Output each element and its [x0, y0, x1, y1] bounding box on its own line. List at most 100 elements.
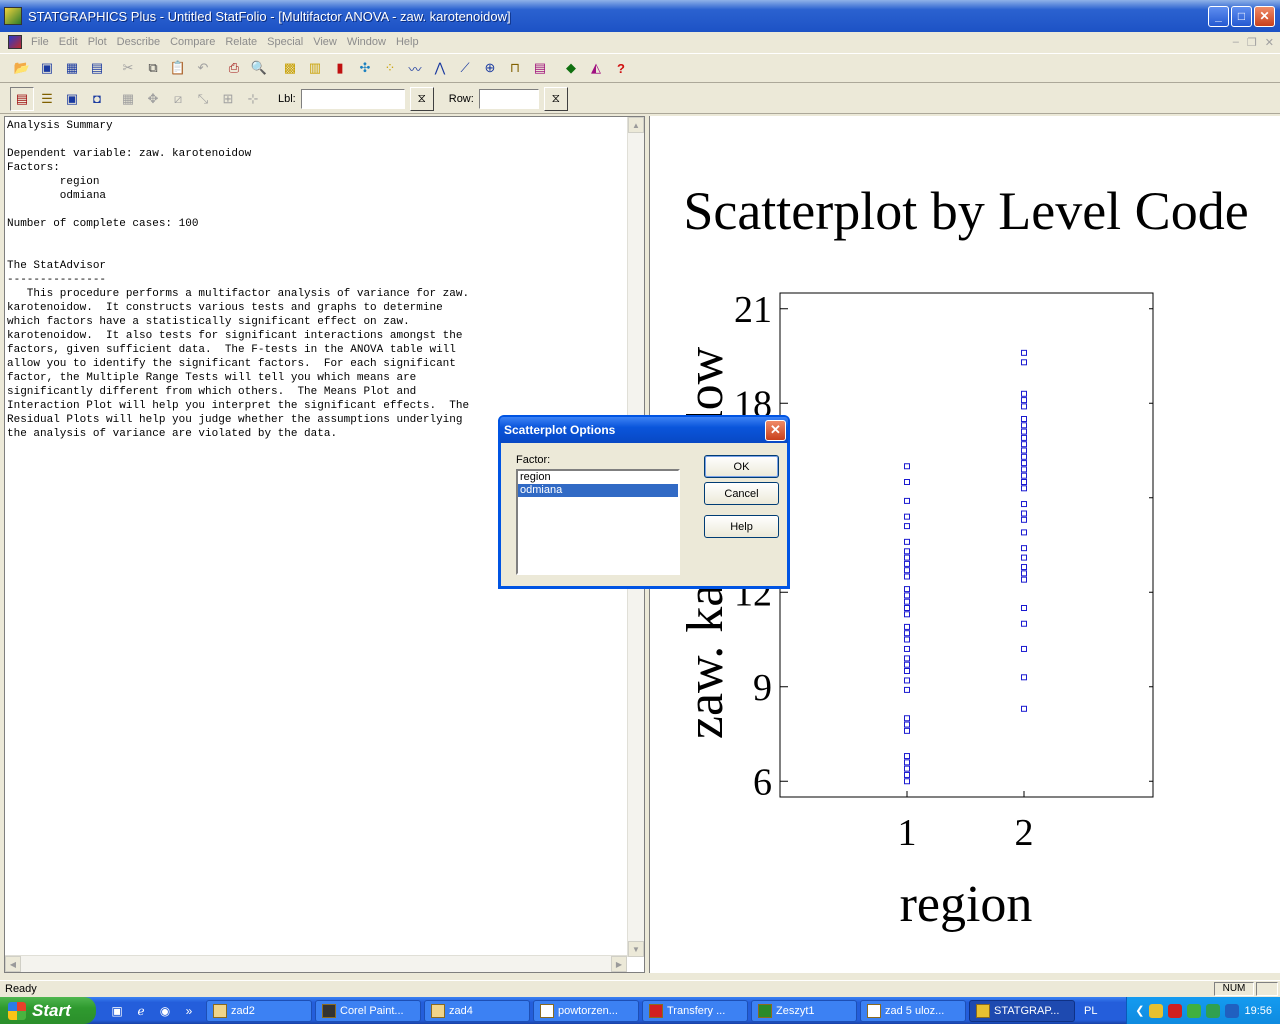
- document-icon[interactable]: [8, 35, 22, 49]
- minimize-button[interactable]: _: [1208, 5, 1229, 27]
- antivirus-icon[interactable]: [1168, 1003, 1183, 1018]
- input-dialog-icon[interactable]: ▤: [10, 86, 34, 111]
- save-icon[interactable]: ▣: [40, 60, 54, 75]
- factor-option-region[interactable]: region: [520, 471, 551, 483]
- scroll-down-icon[interactable]: ▼: [628, 941, 644, 957]
- graphical-options-icon[interactable]: ▣: [65, 90, 79, 106]
- cancel-button[interactable]: Cancel: [704, 482, 779, 505]
- factor-listbox[interactable]: region odmiana: [516, 469, 680, 575]
- exclude-icon[interactable]: ⧄: [173, 90, 183, 106]
- data-point: [1021, 620, 1027, 627]
- data-point: [1021, 545, 1027, 552]
- scroll-left-icon[interactable]: ◀: [5, 956, 21, 972]
- task-statgraphics[interactable]: STATGRAP...: [969, 999, 1075, 1022]
- compare-icon[interactable]: ✣: [359, 60, 371, 75]
- safely-remove-icon[interactable]: [1206, 1003, 1221, 1018]
- clock[interactable]: 19:56: [1244, 1004, 1272, 1017]
- undo-icon[interactable]: ↶: [197, 60, 209, 75]
- paste-icon[interactable]: 📋: [169, 60, 187, 75]
- brush-icon[interactable]: ⤡: [197, 90, 209, 106]
- dialog-title-bar[interactable]: Scatterplot Options ✕: [500, 417, 788, 443]
- data-point: [904, 592, 910, 599]
- scroll-right-icon[interactable]: ▶: [611, 956, 627, 972]
- internet-explorer-icon[interactable]: ℯ: [137, 1003, 145, 1018]
- menu-view[interactable]: View: [313, 36, 337, 48]
- media-player-icon[interactable]: ◉: [159, 1003, 171, 1018]
- save-results-icon[interactable]: ◘: [93, 91, 101, 106]
- smooth-icon[interactable]: ⊞: [222, 90, 234, 106]
- row-input[interactable]: [478, 88, 539, 109]
- open-icon[interactable]: 📂: [13, 60, 31, 75]
- task-zad4[interactable]: zad4: [424, 999, 530, 1022]
- menu-compare[interactable]: Compare: [170, 36, 216, 48]
- task-zad5[interactable]: zad 5 uloz...: [860, 999, 966, 1022]
- doc-close-icon[interactable]: ✕: [1264, 36, 1274, 49]
- histogram-icon[interactable]: ▮: [336, 60, 344, 75]
- copy-icon[interactable]: ⧉: [148, 60, 158, 75]
- menu-special[interactable]: Special: [267, 36, 304, 48]
- menu-help[interactable]: Help: [395, 36, 419, 48]
- statwizard-icon[interactable]: ◆: [566, 60, 576, 75]
- glm-icon[interactable]: ▤: [533, 60, 547, 75]
- ok-button[interactable]: OK: [704, 455, 779, 478]
- jitter-icon[interactable]: ⊹: [247, 90, 259, 106]
- pane-options-icon[interactable]: ✥: [147, 90, 159, 106]
- menu-relate[interactable]: Relate: [225, 36, 258, 48]
- factor-option-odmiana[interactable]: odmiana: [518, 484, 678, 497]
- task-zad2[interactable]: zad2: [206, 999, 312, 1022]
- task-transfery[interactable]: Transfery ...: [642, 999, 748, 1022]
- regression-icon[interactable]: ⟋: [460, 60, 470, 75]
- network-icon[interactable]: [1187, 1003, 1202, 1018]
- dialog-close-button[interactable]: ✕: [765, 419, 786, 441]
- data-point: [1021, 510, 1027, 517]
- task-zeszyt1[interactable]: Zeszyt1: [751, 999, 857, 1022]
- distribution-icon[interactable]: ⋀: [434, 60, 446, 75]
- horizontal-scrollbar[interactable]: ◀ ▶: [5, 955, 627, 972]
- app-icon[interactable]: [4, 7, 22, 25]
- y-tick-label: 21: [734, 289, 772, 331]
- task-corel-paint[interactable]: Corel Paint...: [315, 999, 421, 1022]
- statadvisor-icon[interactable]: ◭: [591, 60, 601, 75]
- tray-expand-icon[interactable]: ❮: [1135, 1005, 1145, 1017]
- close-button[interactable]: ✕: [1254, 5, 1275, 27]
- help-button[interactable]: Help: [704, 515, 779, 538]
- locate-label-icon[interactable]: ⧖: [409, 86, 434, 111]
- scatter-icon[interactable]: ⁘: [384, 60, 396, 75]
- scatterplot-options-dialog: Scatterplot Options ✕ Factor: region odm…: [498, 415, 790, 589]
- data-point: [1021, 441, 1027, 448]
- menu-window[interactable]: Window: [346, 36, 386, 48]
- window-title: STATGRAPHICS Plus - Untitled StatFolio -…: [28, 8, 511, 24]
- scroll-up-icon[interactable]: ▲: [628, 117, 644, 133]
- save-data-icon[interactable]: ▤: [90, 60, 104, 75]
- time-series-icon[interactable]: 〰: [408, 61, 422, 77]
- menu-describe[interactable]: Describe: [116, 36, 161, 48]
- menu-plot[interactable]: Plot: [87, 36, 107, 48]
- chart-pane[interactable]: Scatterplot by Level Code 6912151821 12 …: [649, 116, 1280, 973]
- messenger-icon[interactable]: [1225, 1003, 1240, 1018]
- tabular-options-icon[interactable]: ☰: [41, 90, 53, 106]
- help-icon[interactable]: ?: [617, 60, 625, 76]
- language-indicator[interactable]: PL: [1084, 1004, 1098, 1017]
- doc-minimize-icon[interactable]: –: [1232, 35, 1239, 48]
- show-desktop-icon[interactable]: ▣: [111, 1003, 123, 1018]
- start-button[interactable]: Start: [0, 997, 96, 1024]
- task-powtorzen[interactable]: powtorzen...: [533, 999, 639, 1022]
- menu-file[interactable]: File: [31, 36, 49, 48]
- doc-restore-icon[interactable]: ❐: [1246, 36, 1257, 49]
- anova-icon[interactable]: ⊓: [509, 60, 521, 75]
- describe-icon[interactable]: ▩: [283, 60, 297, 75]
- cut-icon[interactable]: ✂: [122, 60, 134, 75]
- print-preview-icon[interactable]: 🔍: [250, 60, 268, 75]
- maximize-button[interactable]: □: [1231, 5, 1252, 27]
- menu-edit[interactable]: Edit: [58, 36, 78, 48]
- analysis-options-icon[interactable]: ▦: [121, 90, 135, 106]
- multivariate-icon[interactable]: ⊕: [484, 60, 496, 75]
- locate-row-icon[interactable]: ⧖: [543, 86, 568, 111]
- shield-icon[interactable]: [1149, 1003, 1164, 1018]
- more-icon[interactable]: »: [185, 1003, 193, 1018]
- datasheet-icon[interactable]: ▦: [65, 60, 79, 75]
- data-point: [1021, 570, 1027, 577]
- print-icon[interactable]: ⎙: [228, 60, 240, 75]
- lbl-input[interactable]: [300, 88, 405, 109]
- summary-stats-icon[interactable]: ▥: [308, 60, 322, 75]
